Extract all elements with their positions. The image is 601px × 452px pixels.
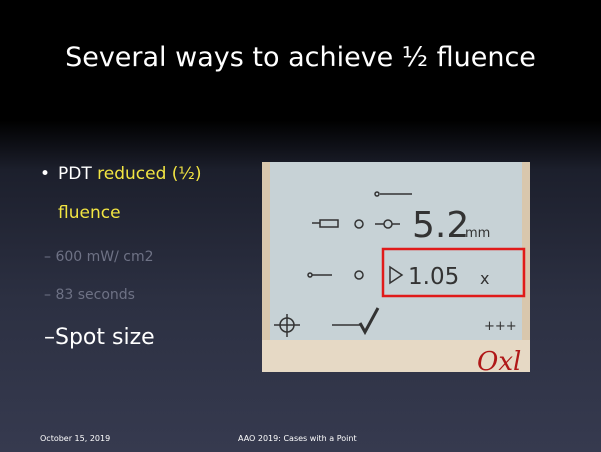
sub-bullet: – 600 mW/ cm2 bbox=[44, 249, 154, 265]
sub-bullet: – 83 seconds bbox=[44, 287, 135, 303]
bullet-line: PDT reduced (½) bbox=[58, 164, 202, 184]
device-photo: Oxl 5.2 mm 1.05 x +++ bbox=[262, 162, 530, 372]
footer-center: AAO 2019: Cases with a Point bbox=[238, 434, 357, 443]
logo-fragment: Oxl bbox=[477, 347, 521, 372]
plus-indicator: +++ bbox=[484, 319, 517, 334]
bullet-lead: PDT bbox=[58, 164, 92, 184]
spot-value: 5.2 bbox=[412, 205, 469, 246]
slide-title: Several ways to achieve ½ fluence bbox=[65, 42, 536, 73]
sub-bullet: –Spot size bbox=[44, 325, 155, 350]
device-frame bbox=[262, 340, 530, 372]
highlight-box bbox=[381, 247, 526, 298]
footer-date: October 15, 2019 bbox=[40, 434, 111, 443]
bullet-dot: • bbox=[40, 164, 51, 184]
lcd-screen bbox=[270, 162, 522, 340]
bullet-highlight-cont: fluence bbox=[58, 203, 121, 223]
spot-unit: mm bbox=[465, 226, 490, 241]
zoom-unit: x bbox=[480, 269, 489, 288]
bullet-highlight: reduced (½) bbox=[97, 164, 202, 184]
zoom-value: 1.05 bbox=[408, 264, 459, 290]
lcd-icons bbox=[274, 191, 412, 337]
